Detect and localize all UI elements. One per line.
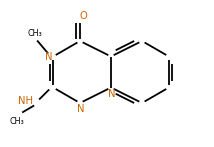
Text: N: N (108, 88, 116, 98)
Text: N: N (77, 104, 85, 114)
Text: CH₃: CH₃ (10, 117, 25, 126)
Text: CH₃: CH₃ (28, 29, 43, 37)
Text: O: O (79, 11, 87, 21)
Text: NH: NH (18, 96, 33, 106)
Text: N: N (45, 51, 52, 61)
